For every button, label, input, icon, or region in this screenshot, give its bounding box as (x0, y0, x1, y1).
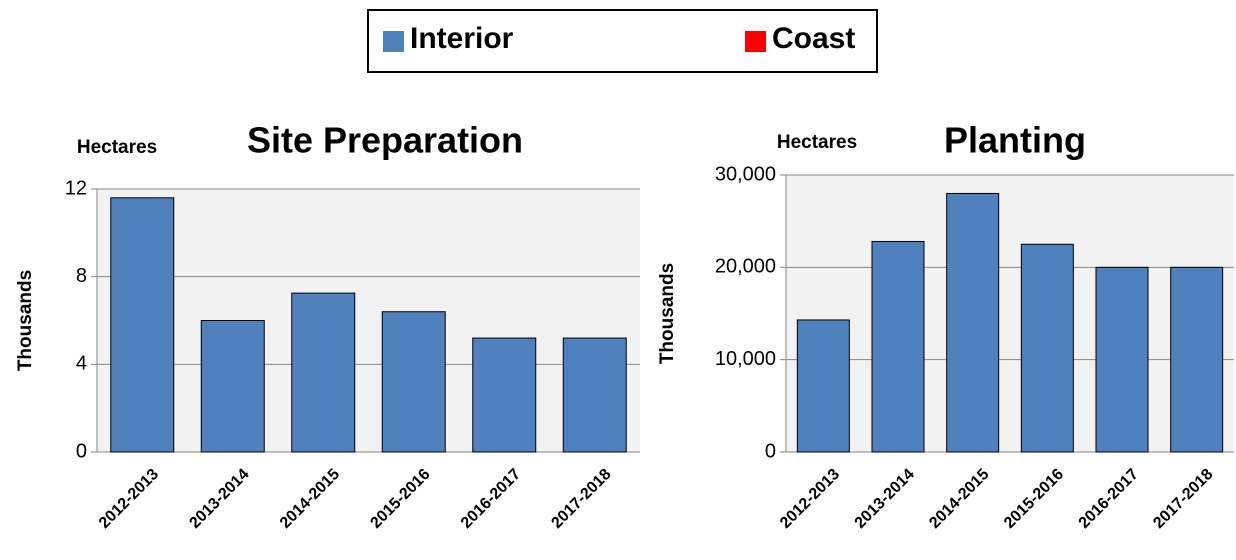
bar (110, 197, 175, 453)
x-tick-label: 2013-2014 (186, 466, 252, 532)
bar (562, 337, 627, 453)
x-tick-label: 2014-2015 (926, 466, 992, 532)
x-tick-label: 2015-2016 (1001, 466, 1067, 532)
legend-label: Coast (772, 22, 855, 55)
y-tick-label: 20,000 (715, 256, 776, 278)
x-tick-label: 2012-2013 (96, 466, 162, 532)
bar (200, 320, 265, 453)
legend-label: Interior (410, 22, 514, 55)
y-tick-label: 0 (765, 440, 776, 462)
legend-swatch (745, 31, 766, 52)
bar (1095, 266, 1149, 453)
x-tick-label: 2016-2017 (458, 466, 524, 532)
bar (1020, 243, 1074, 453)
y-tick-label: 8 (76, 265, 87, 287)
legend-box (367, 9, 878, 73)
y-tick-label: 30,000 (715, 163, 776, 185)
y-tick-label: 12 (65, 177, 87, 199)
plot-area (786, 175, 1234, 452)
y-tick-label: 4 (76, 353, 87, 375)
x-tick-label: 2014-2015 (277, 466, 343, 532)
y-tick-label: 0 (76, 440, 87, 462)
legend-swatch (383, 31, 404, 52)
bar (871, 240, 925, 453)
x-tick-label: 2016-2017 (1076, 466, 1142, 532)
y-axis-label: Thousands (15, 270, 36, 371)
x-tick-label: 2017-2018 (548, 466, 614, 532)
x-tick-label: 2013-2014 (852, 466, 918, 532)
unit-label: Hectares (77, 137, 157, 158)
x-tick-label: 2012-2013 (777, 466, 843, 532)
bar (946, 192, 1000, 453)
y-axis-label: Thousands (657, 263, 678, 364)
bar (472, 337, 537, 453)
y-tick-label: 10,000 (715, 348, 776, 370)
chart-title: Planting (944, 120, 1086, 161)
bar (1170, 266, 1224, 453)
bar (291, 292, 356, 453)
chart-title: Site Preparation (247, 120, 523, 161)
bar (381, 311, 446, 453)
bar (796, 319, 850, 453)
x-tick-label: 2017-2018 (1150, 466, 1216, 532)
plot-area (97, 189, 640, 452)
x-tick-label: 2015-2016 (367, 466, 433, 532)
unit-label: Hectares (777, 132, 857, 153)
